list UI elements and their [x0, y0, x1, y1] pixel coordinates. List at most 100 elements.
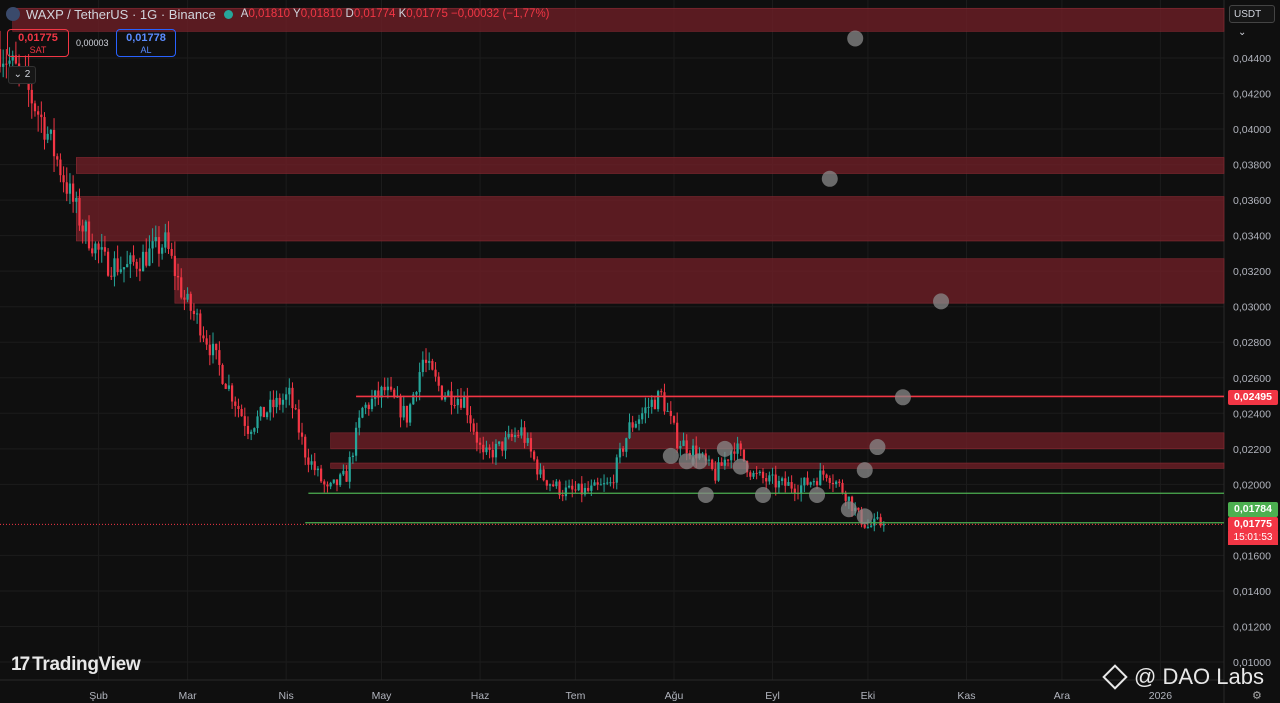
- candle-body: [780, 478, 784, 481]
- candle-body: [882, 524, 885, 526]
- candle-body: [402, 405, 405, 418]
- candle-body: [679, 446, 682, 449]
- candle-body: [784, 478, 787, 486]
- candle-body: [437, 376, 440, 386]
- tradingview-wordmark: TradingView: [32, 654, 141, 675]
- circle-marker: [716, 440, 733, 457]
- candle-body: [132, 255, 135, 262]
- circle-marker: [809, 487, 826, 504]
- candle-body: [122, 267, 126, 270]
- candle-body: [87, 221, 91, 249]
- candle-body: [227, 385, 231, 389]
- candle-body: [78, 197, 81, 226]
- candle-body: [14, 55, 18, 64]
- candle-body: [297, 409, 300, 433]
- circle-marker: [894, 389, 911, 406]
- candle-body: [40, 114, 43, 118]
- close-label: K: [398, 8, 407, 20]
- indicators-collapse-button[interactable]: ⌄ 2: [8, 66, 36, 84]
- candle-body: [612, 482, 615, 484]
- currency-select[interactable]: USDT ⌄: [1229, 5, 1275, 38]
- candle-body: [409, 404, 412, 423]
- candle-body: [790, 482, 793, 489]
- candle-body: [650, 399, 653, 407]
- candle-body: [195, 313, 199, 315]
- candle-body: [300, 432, 304, 437]
- candle-body: [590, 485, 593, 491]
- candle-body: [730, 451, 733, 461]
- candle-body: [59, 159, 62, 176]
- candle-body: [691, 445, 695, 456]
- candle-body: [628, 422, 631, 439]
- sell-button[interactable]: 0,01775 SAT: [7, 29, 69, 57]
- candle-body: [711, 459, 714, 469]
- buy-button[interactable]: 0,01778 AL: [116, 29, 176, 57]
- candle-body: [167, 232, 170, 250]
- settings-gear-icon[interactable]: ⚙: [1252, 690, 1262, 702]
- candle-body: [596, 482, 599, 485]
- candle-body: [316, 468, 320, 471]
- candle-body: [498, 441, 501, 444]
- candle-body: [377, 390, 380, 398]
- y-tick-label: 0,02200: [1233, 444, 1271, 456]
- candle-body: [62, 175, 65, 183]
- candle-body: [253, 428, 256, 432]
- candle-body: [100, 247, 103, 250]
- candle-body: [571, 485, 574, 490]
- candle-body: [94, 243, 97, 254]
- candle-body: [488, 447, 491, 450]
- candle-body: [81, 225, 84, 232]
- candle-body: [631, 422, 634, 428]
- candle-body: [116, 258, 119, 273]
- x-tick-label: Eki: [861, 690, 876, 702]
- candle-body: [304, 436, 307, 458]
- candle-body: [736, 443, 739, 454]
- dao-labs-text: @ DAO Labs: [1134, 664, 1264, 689]
- candle-body: [224, 383, 227, 389]
- candle-body: [11, 55, 14, 61]
- candle-body: [275, 397, 278, 408]
- candle-body: [186, 293, 189, 300]
- candle-body: [135, 261, 138, 269]
- candle-body: [647, 406, 650, 408]
- candle-body: [335, 479, 339, 486]
- candle-body: [482, 444, 485, 453]
- candle-body: [126, 264, 129, 268]
- candle-body: [5, 63, 8, 65]
- candle-body: [453, 404, 456, 406]
- y-tick-label: 0,03200: [1233, 266, 1271, 278]
- candle-body: [720, 462, 723, 466]
- candle-body: [250, 431, 253, 434]
- candle-body: [739, 443, 742, 450]
- candle-body: [717, 462, 720, 481]
- symbol-title[interactable]: WAXP / TetherUS · 1G · Binance: [26, 6, 216, 22]
- candle-body: [367, 404, 370, 410]
- candle-body: [180, 277, 183, 298]
- x-tick-label: Tem: [566, 690, 586, 702]
- candle-body: [173, 255, 176, 276]
- candle-body: [523, 427, 526, 443]
- candle-body: [323, 481, 326, 485]
- candle-body: [332, 479, 335, 483]
- candle-body: [237, 405, 240, 410]
- candle-body: [806, 477, 809, 485]
- candle-body: [714, 468, 717, 481]
- candle-body: [552, 484, 555, 487]
- candle-body: [580, 483, 583, 495]
- tradingview-logo[interactable]: 17 TradingView: [11, 654, 141, 676]
- candle-body: [564, 487, 568, 497]
- candle-body: [742, 449, 746, 461]
- candle-body: [653, 399, 657, 410]
- candle-body: [749, 472, 752, 477]
- candle-body: [517, 435, 520, 437]
- candle-body: [145, 251, 148, 266]
- candle-body: [682, 440, 685, 447]
- candle-body: [199, 313, 202, 336]
- circle-marker: [869, 439, 886, 456]
- candle-body: [583, 487, 587, 495]
- bar-countdown: 15:01:53: [1228, 531, 1278, 545]
- candle-body: [672, 416, 676, 423]
- y-tick-label: 0,03400: [1233, 231, 1271, 243]
